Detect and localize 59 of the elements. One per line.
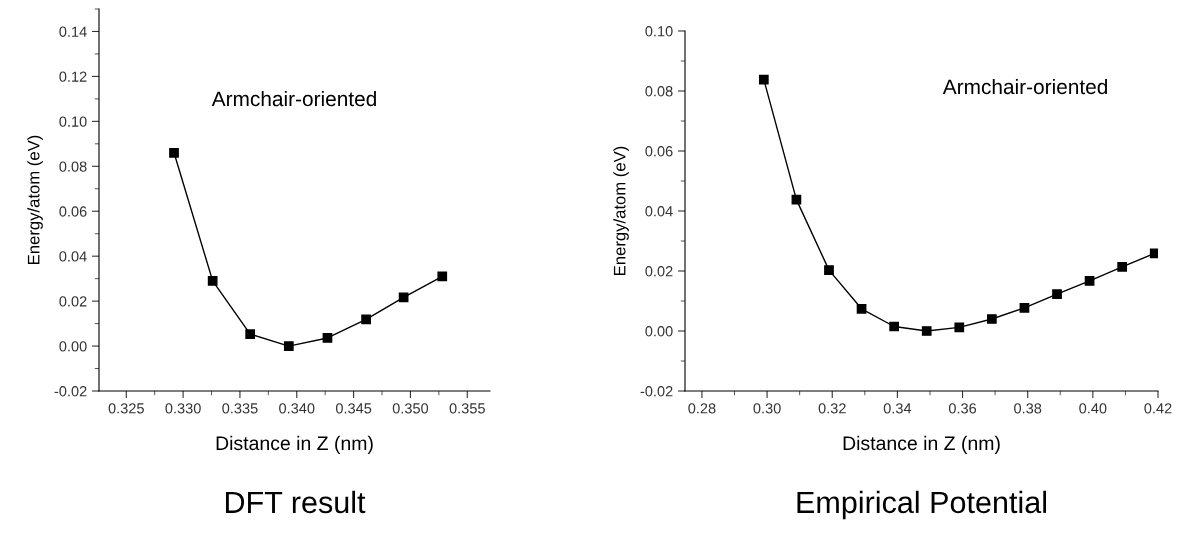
y-tick-label: 0.00 <box>59 341 87 352</box>
x-tick-label: 0.42 <box>1144 403 1172 414</box>
y-tick-label: 0.10 <box>59 116 87 127</box>
point <box>1019 303 1030 313</box>
y-tick-label: 0.06 <box>645 146 673 157</box>
y-tick-label: -0.02 <box>640 386 673 397</box>
point <box>758 74 769 85</box>
x-tick-label: 0.335 <box>222 403 258 414</box>
y-tick-label: 0.08 <box>645 86 673 97</box>
x-tick-label: 0.36 <box>948 403 977 414</box>
point <box>954 322 965 333</box>
x-tick-label: 0.350 <box>392 403 429 414</box>
x-tick-label: 0.325 <box>108 403 144 414</box>
y-tick-label: 0.08 <box>59 161 87 172</box>
x-tick-label: 0.30 <box>753 403 781 414</box>
point <box>322 333 333 343</box>
annotation: Armchair-oriented <box>942 78 1108 95</box>
point <box>1052 289 1062 299</box>
y-tick-label: 0.06 <box>59 206 87 217</box>
x-tick-label: 0.330 <box>165 403 201 414</box>
x-tick-label: 0.38 <box>1014 403 1042 414</box>
text: DFT result <box>225 490 366 514</box>
annotation: Armchair-oriented <box>211 90 376 107</box>
point <box>245 329 256 340</box>
y-tick-label: 0.10 <box>645 26 673 37</box>
x-tick-label: 0.345 <box>335 403 372 414</box>
point <box>987 314 997 324</box>
text: Empirical Potential <box>797 490 1046 520</box>
x-tick-label: 0.340 <box>279 403 315 414</box>
x-tick-label: 0.355 <box>449 403 485 414</box>
y-tick-label: 0.00 <box>645 326 673 337</box>
y-axis-title: Energy/atom (eV) <box>613 146 629 275</box>
point <box>1084 276 1095 286</box>
point <box>921 326 932 336</box>
y-tick-label: 0.04 <box>59 251 87 262</box>
point <box>1117 261 1128 272</box>
point <box>1149 248 1158 259</box>
x-tick-label: 0.32 <box>818 403 846 414</box>
y-tick-label: 0.04 <box>645 206 673 217</box>
point <box>169 147 179 158</box>
point <box>889 321 899 332</box>
x-axis-title: Distance in Z (nm) <box>216 435 373 454</box>
y-axis-title: Energy/atom (eV) <box>27 135 43 264</box>
point <box>437 271 448 282</box>
point <box>207 276 218 286</box>
x-tick-label: 0.28 <box>688 403 716 414</box>
point <box>283 341 294 351</box>
point <box>361 314 371 325</box>
point <box>824 265 834 275</box>
x-tick-label: 0.40 <box>1079 403 1107 414</box>
point <box>398 292 409 303</box>
y-tick-label: 0.12 <box>59 71 87 82</box>
x-axis-title: Distance in Z (nm) <box>843 435 1000 454</box>
x-tick-label: 0.34 <box>883 403 912 414</box>
y-tick-label: -0.02 <box>54 386 87 397</box>
y-tick-label: 0.02 <box>59 296 87 307</box>
y-tick-label: 0.02 <box>645 266 673 277</box>
y-tick-label: 0.14 <box>59 26 87 37</box>
point <box>856 303 867 314</box>
